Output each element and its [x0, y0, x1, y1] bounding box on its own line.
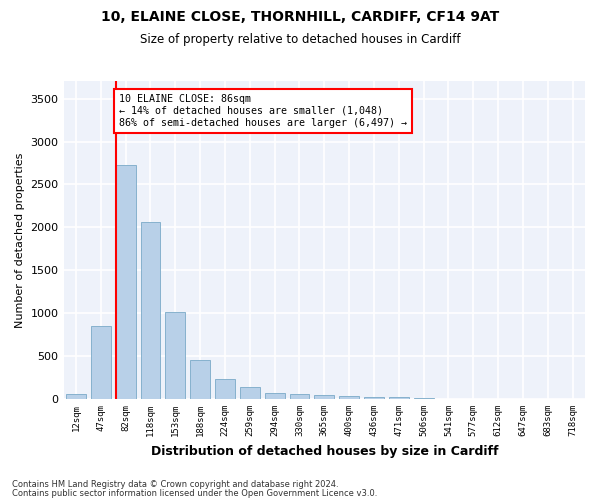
- Text: 10 ELAINE CLOSE: 86sqm
← 14% of detached houses are smaller (1,048)
86% of semi-: 10 ELAINE CLOSE: 86sqm ← 14% of detached…: [119, 94, 407, 128]
- Bar: [290, 394, 310, 399]
- Bar: [265, 394, 284, 399]
- Bar: [91, 326, 111, 399]
- Text: 10, ELAINE CLOSE, THORNHILL, CARDIFF, CF14 9AT: 10, ELAINE CLOSE, THORNHILL, CARDIFF, CF…: [101, 10, 499, 24]
- Bar: [339, 396, 359, 399]
- Bar: [413, 398, 434, 399]
- Bar: [314, 395, 334, 399]
- Bar: [140, 222, 160, 399]
- Bar: [190, 360, 210, 399]
- Y-axis label: Number of detached properties: Number of detached properties: [15, 152, 25, 328]
- Bar: [240, 387, 260, 399]
- Bar: [116, 165, 136, 399]
- Bar: [66, 394, 86, 399]
- Bar: [166, 312, 185, 399]
- X-axis label: Distribution of detached houses by size in Cardiff: Distribution of detached houses by size …: [151, 444, 498, 458]
- Text: Contains public sector information licensed under the Open Government Licence v3: Contains public sector information licen…: [12, 489, 377, 498]
- Text: Contains HM Land Registry data © Crown copyright and database right 2024.: Contains HM Land Registry data © Crown c…: [12, 480, 338, 489]
- Bar: [389, 398, 409, 399]
- Bar: [215, 380, 235, 399]
- Text: Size of property relative to detached houses in Cardiff: Size of property relative to detached ho…: [140, 32, 460, 46]
- Bar: [364, 397, 384, 399]
